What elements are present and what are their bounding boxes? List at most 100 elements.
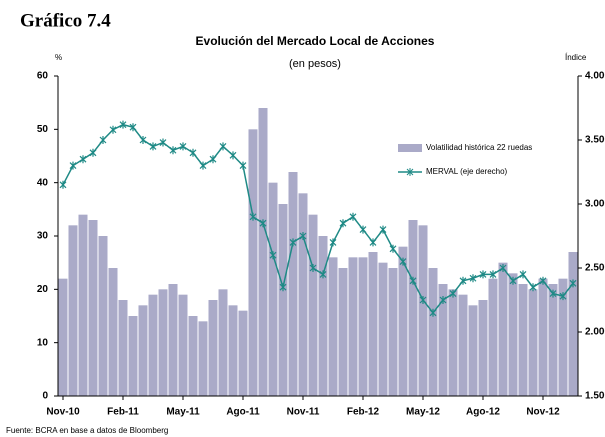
bar — [98, 236, 108, 396]
bar — [128, 316, 138, 396]
y-tick-label: 30 — [37, 231, 49, 242]
line-marker — [229, 151, 237, 160]
y-tick-label: 40 — [37, 177, 49, 188]
bar — [138, 305, 148, 396]
y-tick-label: 50 — [37, 124, 49, 135]
bar — [178, 294, 188, 396]
chart-subtitle: (en pesos) — [289, 58, 341, 70]
line-marker — [499, 264, 507, 272]
line-marker — [239, 161, 247, 170]
bar — [298, 193, 308, 396]
bar — [538, 278, 548, 396]
line-marker — [99, 136, 107, 144]
line-marker — [129, 123, 137, 132]
legend-swatch — [398, 144, 422, 152]
bar — [438, 284, 448, 396]
line-marker — [69, 161, 77, 170]
bar — [478, 300, 488, 396]
bar — [558, 278, 568, 396]
line-marker — [119, 120, 127, 129]
bar — [408, 220, 418, 396]
bar — [348, 257, 358, 396]
line-marker — [539, 276, 547, 285]
line-marker — [369, 238, 377, 247]
line-marker — [299, 232, 307, 240]
line-marker — [269, 251, 277, 260]
bar — [148, 294, 158, 396]
source: Fuente: BCRA en base a datos de Bloomber… — [6, 426, 168, 435]
line-marker — [219, 142, 227, 151]
y2-tick-label: 1.500 — [585, 391, 605, 402]
x-tick-label: Nov-12 — [526, 407, 560, 418]
bar — [498, 262, 508, 396]
line-marker — [399, 257, 407, 266]
line — [62, 123, 574, 315]
bar — [358, 257, 368, 396]
bar — [118, 300, 128, 396]
bar — [58, 278, 68, 396]
line-marker — [519, 270, 527, 279]
bar — [328, 257, 338, 396]
bar — [268, 182, 278, 396]
y2-tick-label: 4.000 — [585, 71, 605, 82]
bar — [388, 268, 398, 396]
bar — [68, 225, 78, 396]
bar — [318, 236, 328, 396]
bar — [428, 268, 438, 396]
line-marker — [449, 289, 457, 298]
x-tick-label: Ago-11 — [226, 407, 260, 418]
figure-label: Gráfico 7.4 — [20, 10, 111, 31]
x-tick-label: Nov-10 — [46, 407, 80, 418]
line-marker — [439, 296, 447, 304]
line-marker — [409, 276, 417, 285]
y2-tick-label: 3.500 — [585, 135, 605, 146]
line-marker — [479, 270, 487, 279]
bar — [258, 108, 268, 396]
x-tick-label: Feb-11 — [107, 407, 139, 418]
bar — [308, 214, 318, 396]
line-marker — [109, 125, 117, 134]
bar — [518, 284, 528, 396]
y-axis-label: % — [55, 53, 62, 62]
bar — [278, 204, 288, 396]
line-marker — [259, 219, 267, 228]
x-tick-label: Ago-12 — [466, 407, 500, 418]
line-marker — [79, 155, 87, 164]
y-tick-label: 0 — [42, 391, 48, 402]
bar — [458, 294, 468, 396]
bar — [158, 289, 168, 396]
line-marker — [339, 219, 347, 228]
line-marker — [489, 270, 497, 279]
x-tick-label: Nov-11 — [287, 407, 320, 418]
line-marker — [529, 283, 537, 292]
chart-title: Evolución del Mercado Local de Acciones — [196, 34, 435, 48]
bar — [238, 310, 248, 396]
line-marker — [429, 308, 437, 317]
line-marker — [559, 292, 567, 301]
x-tick-label: May-11 — [166, 407, 200, 418]
line-marker — [249, 212, 257, 221]
legend-label: MERVAL (eje derecho) — [426, 167, 508, 176]
line-marker — [329, 238, 337, 247]
legend-marker — [406, 168, 414, 176]
y-tick-label: 20 — [37, 284, 49, 295]
y2-tick-label: 3.000 — [585, 199, 605, 210]
bar — [368, 252, 378, 396]
bar — [488, 278, 498, 396]
line-marker — [509, 276, 517, 285]
line-marker — [169, 146, 177, 155]
bar — [398, 246, 408, 396]
legend-label: Volatilidad histórica 22 ruedas — [426, 143, 532, 152]
line-marker — [349, 212, 357, 221]
line-marker — [289, 238, 297, 247]
line-marker — [159, 138, 167, 147]
bar — [108, 268, 118, 396]
bar — [188, 316, 198, 396]
bar — [548, 284, 558, 396]
line-marker — [279, 283, 287, 292]
bar — [198, 321, 208, 396]
line-marker — [319, 270, 327, 279]
line-marker — [59, 180, 67, 189]
line-marker — [569, 279, 577, 288]
